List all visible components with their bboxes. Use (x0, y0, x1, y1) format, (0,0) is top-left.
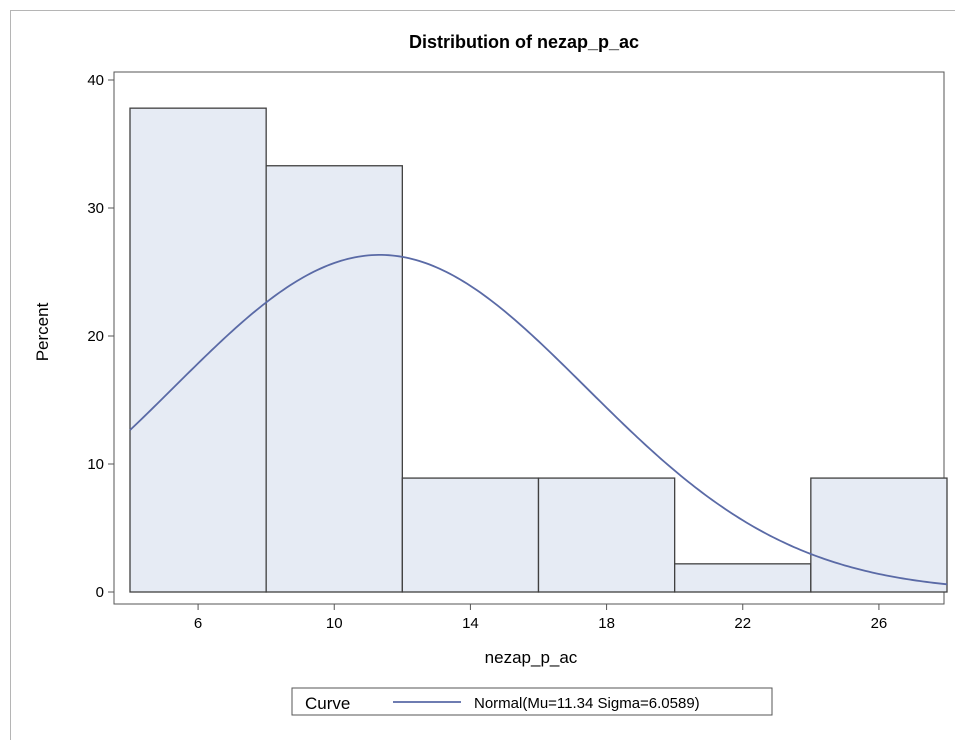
histogram-bar-1 (129, 107, 267, 593)
x-tick-label: 6 (194, 615, 202, 632)
legend: Curve Normal(Mu=11.34 Sigma=6.0589) (291, 687, 773, 716)
bars-layer (129, 107, 948, 593)
histogram-bar-6 (810, 477, 948, 593)
x-tick-label: 22 (734, 615, 751, 632)
legend-heading: Curve (305, 694, 350, 713)
y-axis: 0 10 20 30 40 (87, 72, 114, 601)
x-tick-label: 10 (326, 615, 343, 632)
legend-box (291, 687, 773, 716)
y-tick-label: 20 (87, 328, 104, 345)
histogram-chart: Distribution of nezap_p_ac 0 10 20 30 40 6 10… (33, 32, 948, 716)
y-tick-label: 30 (87, 200, 104, 217)
x-tick-label: 14 (462, 615, 479, 632)
y-tick-label: 0 (96, 584, 104, 601)
histogram-bar-2 (265, 165, 403, 593)
x-tick-label: 18 (598, 615, 615, 632)
legend-entry-normal: Normal(Mu=11.34 Sigma=6.0589) (474, 695, 700, 712)
x-tick-label: 26 (871, 615, 888, 632)
plot-area (113, 71, 945, 605)
y-axis-label: Percent (33, 302, 52, 361)
y-tick-label: 10 (87, 456, 104, 473)
histogram-bar-3 (401, 477, 540, 593)
x-axis: 6 10 14 18 22 26 (194, 604, 887, 632)
chart-frame (10, 10, 955, 740)
y-tick-label: 40 (87, 72, 104, 89)
normal-curve-line (129, 253, 948, 586)
chart-title: Distribution of nezap_p_ac (409, 32, 639, 52)
histogram-bar-4 (537, 477, 676, 593)
x-axis-label: nezap_p_ac (485, 648, 578, 667)
histogram-bar-5 (674, 563, 812, 593)
